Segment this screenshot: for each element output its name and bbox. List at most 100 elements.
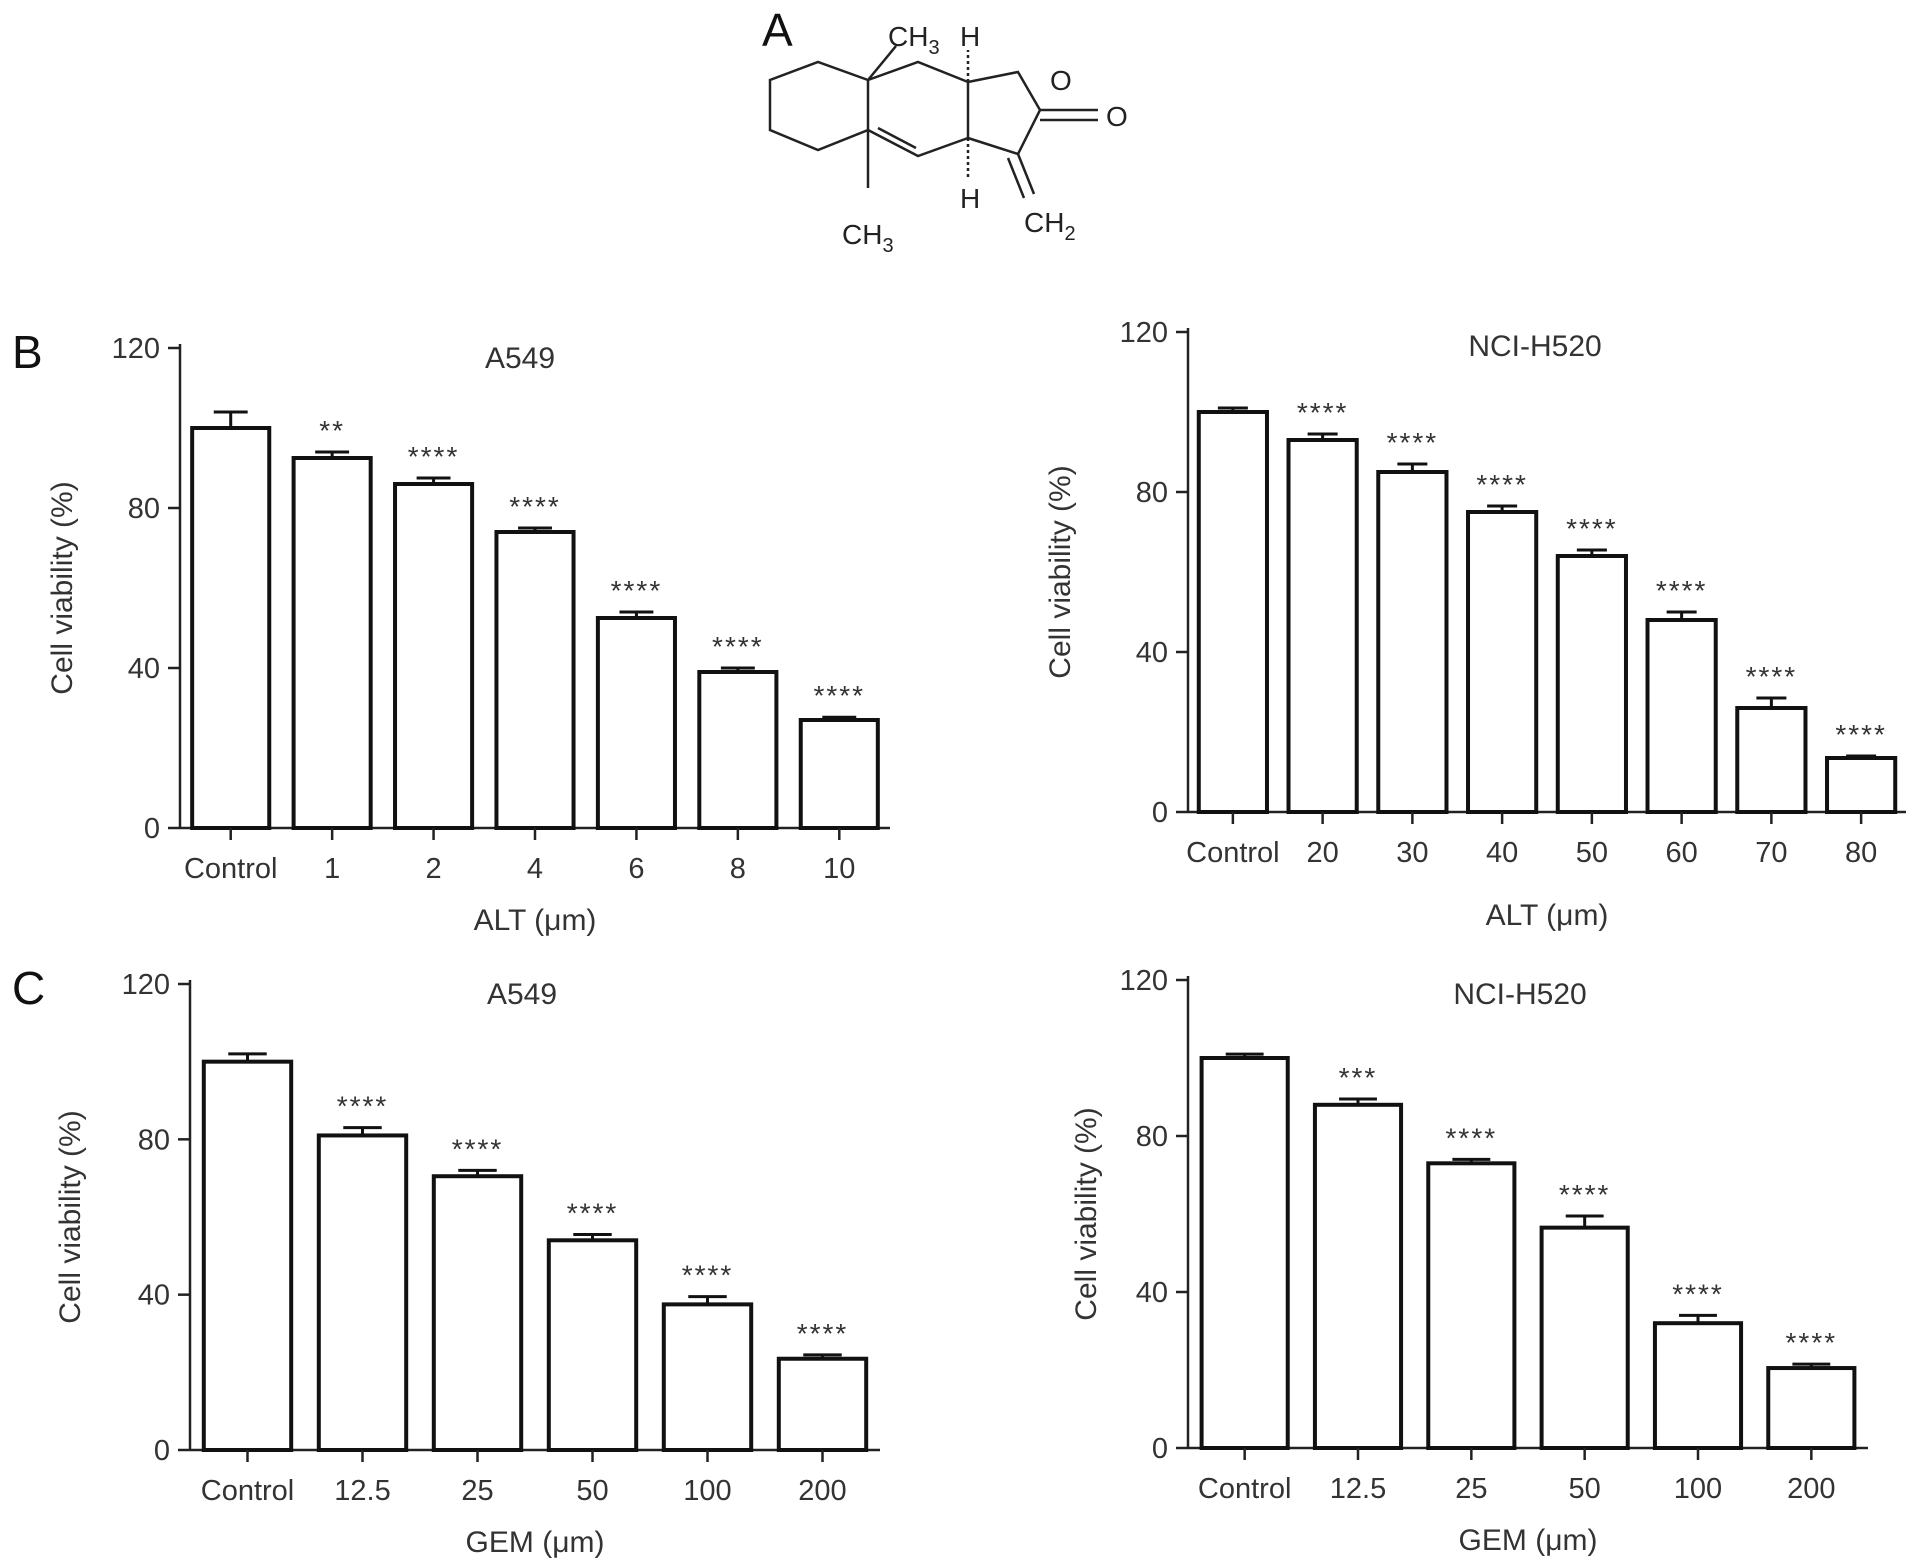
significance-label: **** bbox=[1387, 427, 1439, 458]
significance-label: **** bbox=[567, 1197, 619, 1228]
panel-letter-a: A bbox=[762, 4, 793, 56]
bar-60 bbox=[1645, 618, 1718, 814]
x-tick-label: 40 bbox=[1486, 837, 1518, 869]
bar-25 bbox=[431, 1174, 524, 1452]
hydrogen-top-label: H bbox=[960, 21, 980, 52]
y-tick-label: 0 bbox=[154, 1435, 170, 1467]
significance-label: **** bbox=[682, 1260, 734, 1291]
y-tick-label: 120 bbox=[1120, 965, 1168, 997]
chart-title: NCI-H520 bbox=[1453, 978, 1586, 1011]
bar-control bbox=[1196, 410, 1269, 814]
carbonyl-oxygen-label: O bbox=[1106, 101, 1128, 132]
x-axis-label: ALT (μm) bbox=[474, 904, 597, 937]
y-axis-label: Cell viability (%) bbox=[1044, 465, 1077, 678]
y-tick-label: 80 bbox=[1136, 477, 1168, 509]
chart-title: A549 bbox=[485, 342, 555, 375]
x-tick-label: 60 bbox=[1665, 837, 1697, 869]
x-axis-label: ALT (μm) bbox=[1486, 899, 1609, 932]
bar-1 bbox=[291, 456, 373, 830]
significance-label: **** bbox=[797, 1318, 849, 1349]
x-tick-label: 70 bbox=[1755, 837, 1787, 869]
methyl-top-label: CH3 bbox=[888, 21, 940, 59]
x-tick-label: 30 bbox=[1396, 837, 1428, 869]
bar-200 bbox=[1766, 1366, 1857, 1451]
chart-title: NCI-H520 bbox=[1468, 330, 1601, 363]
significance-label: **** bbox=[452, 1133, 504, 1164]
methylene-label: CH2 bbox=[1024, 207, 1076, 245]
bar-25 bbox=[1426, 1161, 1517, 1451]
methyl-bottom-label: CH3 bbox=[842, 219, 894, 257]
bar-8 bbox=[697, 670, 779, 830]
bar-50 bbox=[546, 1238, 639, 1453]
x-tick-label: 12.5 bbox=[1330, 1473, 1386, 1505]
x-tick-label: 100 bbox=[1674, 1473, 1722, 1505]
x-tick-label: 50 bbox=[1569, 1473, 1601, 1505]
significance-label: **** bbox=[1476, 469, 1528, 500]
bar-30 bbox=[1376, 470, 1449, 814]
y-tick-label: 80 bbox=[1136, 1121, 1168, 1153]
panel-letter-b: B bbox=[12, 326, 43, 378]
x-axis-label: GEM (μm) bbox=[466, 1526, 605, 1559]
y-tick-label: 80 bbox=[128, 493, 160, 525]
significance-label: **** bbox=[1786, 1327, 1838, 1358]
significance-label: **** bbox=[1566, 513, 1618, 544]
x-tick-label: 12.5 bbox=[334, 1475, 390, 1507]
bar-10 bbox=[798, 718, 880, 830]
significance-label: **** bbox=[1559, 1179, 1611, 1210]
y-tick-label: 0 bbox=[1152, 797, 1168, 829]
significance-label: **** bbox=[1656, 575, 1708, 606]
bar-control bbox=[201, 1059, 294, 1452]
x-tick-label: 8 bbox=[730, 853, 746, 885]
x-tick-label: 200 bbox=[1787, 1473, 1835, 1505]
bar-200 bbox=[776, 1356, 869, 1453]
chart-a549-gem: 0 40 80 120 Control 12.5 **** 25 **** 50 **** 100 **… bbox=[54, 969, 880, 1559]
hydrogen-bottom-label: H bbox=[960, 183, 980, 214]
bar-4 bbox=[494, 530, 576, 830]
significance-label: *** bbox=[1339, 1062, 1378, 1093]
bar-80 bbox=[1825, 756, 1898, 814]
significance-label: **** bbox=[1835, 719, 1887, 750]
x-tick-label: 6 bbox=[628, 853, 644, 885]
x-tick-label: 50 bbox=[576, 1475, 608, 1507]
y-tick-label: 40 bbox=[128, 653, 160, 685]
chart-title: A549 bbox=[487, 978, 557, 1011]
x-tick-label: 10 bbox=[823, 853, 855, 885]
significance-label: **** bbox=[1297, 397, 1349, 428]
y-tick-label: 40 bbox=[138, 1280, 170, 1312]
x-tick-label: 1 bbox=[324, 853, 340, 885]
significance-label: **** bbox=[1672, 1278, 1724, 1309]
y-axis-label: Cell viability (%) bbox=[46, 481, 79, 694]
x-tick-label: Control bbox=[1186, 837, 1280, 869]
panel-letter-c: C bbox=[12, 962, 45, 1014]
x-axis-label: GEM (μm) bbox=[1459, 1524, 1598, 1557]
y-tick-label: 120 bbox=[1120, 317, 1168, 349]
y-tick-label: 0 bbox=[1152, 1433, 1168, 1465]
chart-nci-h520-gem: 0 40 80 120 Control 12.5 *** 25 **** 50 **** 100 ***… bbox=[1070, 965, 1868, 1557]
bar-control bbox=[1199, 1056, 1290, 1450]
significance-label: **** bbox=[813, 680, 865, 711]
significance-label: **** bbox=[1746, 661, 1798, 692]
significance-label: **** bbox=[408, 441, 460, 472]
y-axis-label: Cell viability (%) bbox=[1070, 1107, 1103, 1320]
bar-12-5 bbox=[316, 1133, 409, 1452]
x-tick-label: 20 bbox=[1306, 837, 1338, 869]
x-tick-label: Control bbox=[184, 853, 278, 885]
x-tick-label: 4 bbox=[527, 853, 543, 885]
x-tick-label: 2 bbox=[426, 853, 442, 885]
x-tick-label: 25 bbox=[461, 1475, 493, 1507]
significance-label: **** bbox=[1446, 1122, 1498, 1153]
bar-20 bbox=[1286, 438, 1359, 814]
x-tick-label: Control bbox=[1198, 1473, 1292, 1505]
x-tick-label: 200 bbox=[798, 1475, 846, 1507]
y-axis-label: Cell viability (%) bbox=[54, 1110, 87, 1323]
bar-6 bbox=[595, 616, 677, 830]
bar-70 bbox=[1735, 706, 1808, 814]
x-tick-label: 25 bbox=[1455, 1473, 1487, 1505]
x-tick-label: 80 bbox=[1845, 837, 1877, 869]
significance-label: **** bbox=[509, 491, 561, 522]
bar-50 bbox=[1555, 554, 1628, 814]
chemical-structure-labels: CH3 H O O H CH2 CH3 bbox=[842, 21, 1128, 257]
y-tick-label: 120 bbox=[122, 969, 170, 1001]
bar-50 bbox=[1539, 1225, 1630, 1451]
